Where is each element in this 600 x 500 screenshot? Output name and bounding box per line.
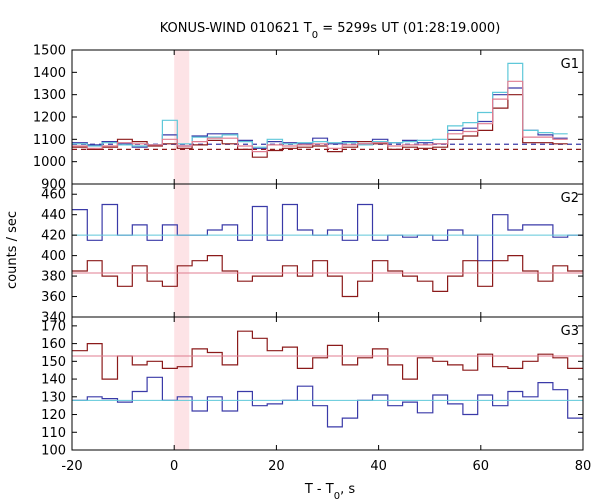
panel-g3 (72, 330, 583, 428)
y-tick-label: 1300 (33, 88, 66, 103)
y-tick-label: 140 (41, 373, 66, 388)
y-tick-label: 1500 (33, 44, 66, 59)
y-tick-label: 160 (41, 337, 66, 352)
y-tick-label: 420 (41, 229, 66, 244)
panel-g1-series-1 (72, 94, 568, 158)
panel-label-g2: G2 (561, 191, 579, 206)
y-tick-label: 900 (41, 178, 66, 193)
x-tick-label: 40 (370, 459, 387, 474)
panel-g2 (72, 203, 583, 298)
panel-g2-series-0 (72, 203, 583, 262)
x-tick-label: -20 (61, 459, 82, 474)
chart-title: KONUS-WIND 010621 T0 = 5299s UT (01:28:1… (160, 21, 501, 41)
panel-g1 (72, 62, 583, 158)
panel-g1-series-3 (72, 80, 568, 153)
highlight-interval (174, 50, 190, 450)
y-tick-label: 1000 (33, 155, 66, 170)
y-tick-label: 340 (41, 311, 66, 326)
y-axis-label: counts / sec (5, 211, 20, 289)
y-tick-label: 1400 (33, 66, 66, 81)
y-tick-label: 130 (41, 390, 66, 405)
y-tick-label: 380 (41, 270, 66, 285)
y-tick-label: 460 (41, 188, 66, 203)
y-tick-label: 150 (41, 355, 66, 370)
y-tick-label: 400 (41, 249, 66, 264)
panel-g3-series-0 (72, 376, 583, 428)
y-tick-label: 440 (41, 208, 66, 223)
y-tick-label: 1200 (33, 111, 66, 126)
x-tick-label: 0 (170, 459, 178, 474)
y-tick-label: 120 (41, 408, 66, 423)
panel-label-g1: G1 (561, 57, 579, 72)
panel-g2-series-1 (72, 255, 583, 298)
y-tick-label: 360 (41, 290, 66, 305)
x-tick-label: 80 (575, 459, 592, 474)
panel-g3-frame (71, 316, 584, 451)
y-tick-label: 100 (41, 444, 66, 459)
x-tick-label: 20 (268, 459, 285, 474)
panel-label-g3: G3 (561, 324, 579, 339)
x-axis-label: T - T0, s (304, 482, 355, 500)
y-tick-label: 170 (41, 319, 66, 334)
x-tick-label: 60 (473, 459, 490, 474)
y-tick-label: 110 (41, 426, 66, 441)
panel-g3-series-1 (72, 330, 583, 380)
y-tick-label: 1100 (33, 133, 66, 148)
